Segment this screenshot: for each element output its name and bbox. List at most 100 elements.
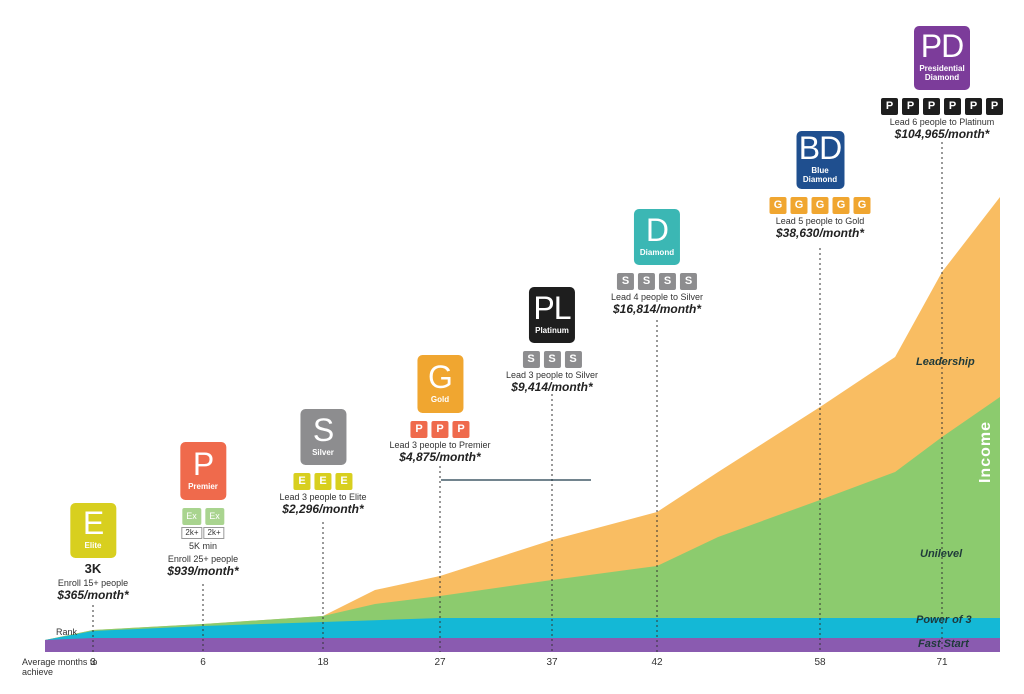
rank-presidential-diamond: PD Presidential Diamond P P P P P P Lead 6 peopl… [881, 26, 1003, 141]
rank-income: $365/month* [57, 588, 129, 602]
requirement-chip: P [902, 98, 919, 115]
rank-code: PD [920, 28, 964, 64]
rank-silver: S Silver E E E Lead 3 people to Elite $2,296/m… [279, 409, 367, 516]
requirement-chip: P [881, 98, 898, 115]
rank-badge: S Silver [299, 409, 346, 465]
rank-requirement: Lead 5 people to Gold [775, 216, 865, 226]
x-tick-label: 42 [651, 657, 663, 668]
rank-badge: PL Platinum [528, 287, 575, 343]
rank-platinum: PL Platinum S S S Lead 3 people to Silver $9,4… [506, 287, 598, 394]
x-tick-label: 3 [90, 657, 96, 668]
rank-gold: G Gold P P P Lead 3 people to Premier $4,875/m… [389, 355, 491, 464]
requirement-chip: G [811, 197, 829, 214]
x-tick-label: 18 [317, 657, 329, 668]
rank-code: G [428, 358, 453, 395]
layer-label-fast-start: Fast Start [918, 638, 969, 650]
rank-requirement: Enroll 25+ people [167, 554, 239, 564]
x-tick-label: 37 [546, 657, 558, 668]
rank-code: PL [533, 289, 571, 326]
rank-requirement-chips: Ex Ex [167, 508, 238, 525]
requirement-chip: Ex [204, 508, 224, 525]
x-tick-label: 71 [936, 657, 948, 668]
rank-blue-diamond: BD Blue Diamond G G G G G Lead 5 people to Gold… [769, 130, 871, 240]
rank-code: S [312, 411, 334, 448]
rank-premier: P Premier Ex Ex 2k+ 2k+ 5K min Enroll 25+ peopl… [167, 442, 239, 578]
rank-badge: PD Presidential Diamond [914, 26, 970, 90]
x-tick-label: 6 [200, 657, 206, 668]
requirement-chip: S [522, 351, 540, 368]
rank-badge: E Elite [69, 503, 116, 558]
leg-minimum: 2k+ [203, 527, 225, 539]
rank-income: $16,814/month* [612, 302, 702, 316]
requirement-chip: G [769, 197, 787, 214]
rank-badge: G Gold [416, 355, 463, 413]
requirement-chip: E [293, 473, 311, 490]
rank-requirement: Lead 6 people to Platinum [889, 117, 995, 127]
requirement-chip: P [410, 421, 428, 438]
requirement-chip: G [853, 197, 871, 214]
rank-code: E [82, 505, 104, 541]
requirement-chip: P [944, 98, 961, 115]
rank-income: $9,414/month* [511, 380, 593, 394]
rank-name: Blue Diamond [802, 166, 838, 184]
area-fast-start [45, 638, 1000, 652]
requirement-chip: G [832, 197, 850, 214]
rank-name: Presidential Diamond [919, 64, 965, 82]
min-volume: 5K min [188, 541, 218, 551]
rank-requirement: Enroll 15+ people [57, 578, 129, 588]
requirement-chip: P [923, 98, 940, 115]
leg-minimum: 2k+ [181, 527, 203, 539]
rank-name: Gold [430, 394, 450, 404]
rank-income: $104,965/month* [894, 127, 990, 141]
rank-name: Diamond [639, 247, 675, 257]
requirement-chip: S [637, 273, 655, 290]
rank-name: Premier [188, 481, 218, 491]
requirement-chip: S [564, 351, 582, 368]
rank-income: $939/month* [167, 564, 239, 578]
requirement-chip: E [335, 473, 353, 490]
volume-requirement: 3K [84, 561, 102, 576]
rank-requirement: Lead 4 people to Silver [610, 292, 704, 302]
rank-code: D [645, 211, 669, 248]
requirement-chip: P [452, 421, 470, 438]
rank-name: Platinum [535, 325, 569, 335]
requirement-chip: P [965, 98, 982, 115]
layer-label-power-of-3: Power of 3 [916, 614, 972, 626]
rank-requirement: Lead 3 people to Premier [389, 440, 491, 450]
rank-code: BD [798, 130, 842, 166]
requirement-chip: Ex [181, 508, 201, 525]
rank-diamond: D Diamond S S S S Lead 4 people to Silver $16,8… [611, 209, 703, 316]
rank-badge: D Diamond [633, 209, 680, 265]
x-tick-label: 27 [434, 657, 446, 668]
requirement-chip: S [658, 273, 676, 290]
rank-requirement: Lead 3 people to Elite [279, 492, 367, 502]
rank-badge: P Premier [179, 442, 226, 500]
rank-income: $2,296/month* [282, 502, 364, 516]
rank-income: $4,875/month* [399, 450, 481, 464]
requirement-chip: P [431, 421, 449, 438]
requirement-chip: E [314, 473, 332, 490]
rank-requirement: Lead 3 people to Silver [505, 370, 599, 380]
requirement-chip: G [790, 197, 808, 214]
rank-name: Silver [312, 447, 334, 457]
requirement-chip: P [986, 98, 1003, 115]
y-axis-label: Income [977, 420, 994, 484]
leg-minimums: 2k+ 2k+ [167, 527, 238, 539]
requirement-chip: S [616, 273, 634, 290]
x-axis-label: Average months to achieve [22, 657, 98, 677]
requirement-chip: S [679, 273, 697, 290]
rank-elite: E Elite 3K Enroll 15+ people $365/month* [57, 503, 129, 602]
layer-label-unilevel: Unilevel [920, 548, 963, 560]
rank-name: Elite [84, 541, 102, 550]
rank-income: $38,630/month* [775, 226, 865, 240]
area-unilevel [45, 397, 1000, 652]
layer-label-leadership: Leadership [916, 356, 975, 368]
x-tick-label: 58 [814, 657, 826, 668]
